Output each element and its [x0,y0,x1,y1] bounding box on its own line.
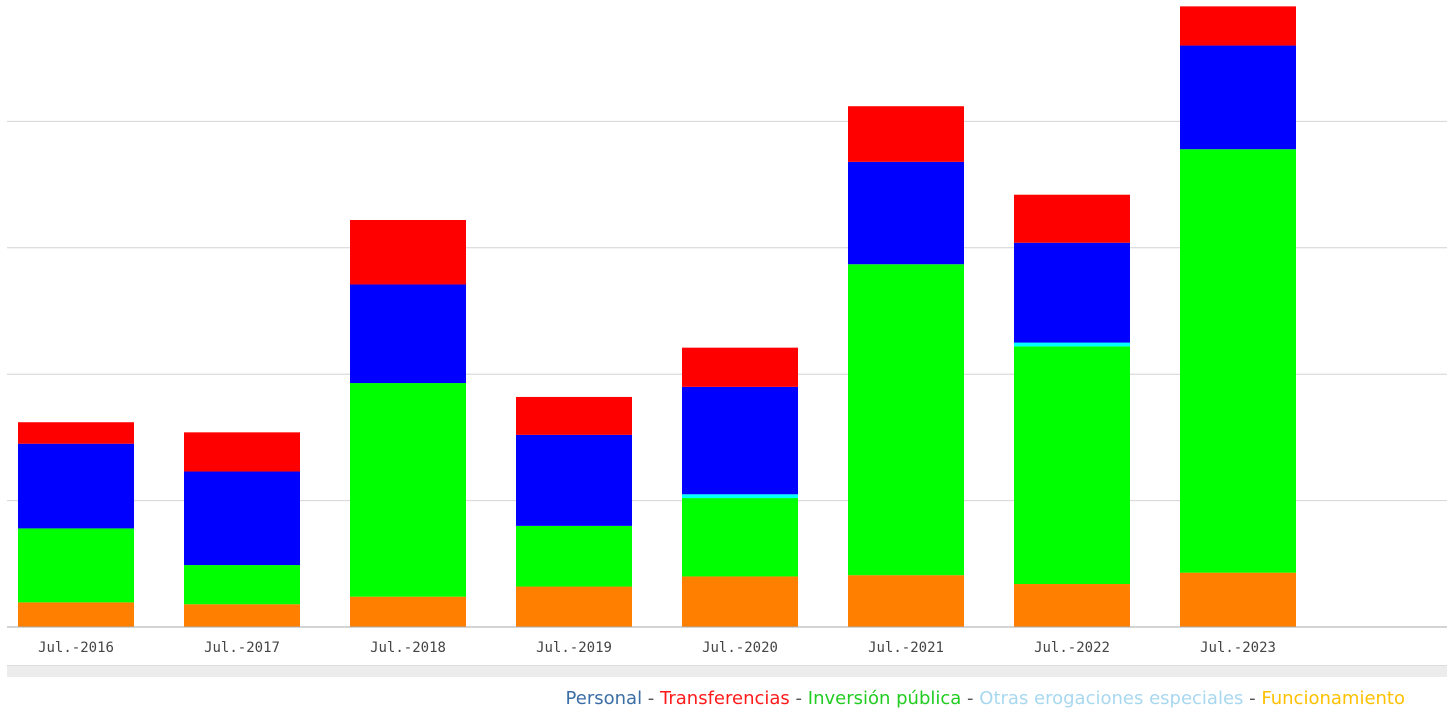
bar-segment-1-5[interactable] [848,264,964,576]
bar-segment-1-1[interactable] [184,565,300,605]
bar-segment-0-1[interactable] [184,604,300,627]
bar-segment-4-2[interactable] [350,219,466,285]
x-tick-label: Jul.-2022 [1034,640,1110,656]
bar-segment-0-4[interactable] [682,576,798,627]
bar-segment-3-7[interactable] [1180,45,1296,150]
legend-item[interactable]: Transferencias [660,688,790,709]
chart-area: Jul.-2016 Jul.-2017 Jul.-2018 Jul.-2019 Jul.… [7,6,1447,656]
bar-segment-3-3[interactable] [516,434,632,526]
x-tick-label: Jul.-2023 [1200,640,1276,656]
bar-segment-0-3[interactable] [516,586,632,627]
bar-segment-3-2[interactable] [350,284,466,384]
bar-segment-4-3[interactable] [516,396,632,435]
legend-item[interactable]: Inversión pública [807,688,962,709]
bar-segment-4-0[interactable] [18,422,134,444]
bar-segment-4-6[interactable] [1014,194,1130,243]
legend-separator: - [1243,688,1262,709]
bars [18,6,1296,627]
bar-segment-1-6[interactable] [1014,346,1130,585]
x-tick-label: Jul.-2018 [370,640,446,656]
legend-separator: - [642,688,661,709]
legend-item[interactable]: Funcionamiento [1261,688,1405,709]
legend-item[interactable]: Personal [565,688,643,709]
x-tick-label: Jul.-2017 [204,640,280,656]
x-tick-label: Jul.-2019 [536,640,612,656]
bar-segment-4-1[interactable] [184,432,300,472]
bar-segment-1-2[interactable] [350,383,466,597]
x-tick-label: Jul.-2021 [868,640,944,656]
legend-separator: - [961,688,980,709]
x-tick-label: Jul.-2020 [702,640,778,656]
horizontal-scrollbar[interactable] [7,665,1447,677]
bar-segment-4-5[interactable] [848,106,964,162]
bar-segment-0-0[interactable] [18,602,134,627]
bar-segment-1-4[interactable] [682,498,798,577]
bar-segment-0-5[interactable] [848,575,964,627]
x-tick-labels: Jul.-2016 Jul.-2017 Jul.-2018 Jul.-2019 Jul.… [38,640,1276,656]
bar-segment-4-4[interactable] [682,347,798,387]
bar-segment-3-0[interactable] [18,443,134,529]
bar-segment-0-7[interactable] [1180,572,1296,627]
bar-segment-3-1[interactable] [184,471,300,566]
x-tick-label: Jul.-2016 [38,640,114,656]
bar-segment-2-6[interactable] [1014,342,1130,347]
bar-segment-2-4[interactable] [682,494,798,499]
bar-segment-4-7[interactable] [1180,6,1296,46]
bar-segment-3-4[interactable] [682,386,798,495]
legend-item[interactable]: Otras erogaciones especiales [979,688,1244,709]
bar-segment-3-6[interactable] [1014,242,1130,343]
bar-segment-3-5[interactable] [848,161,964,265]
bar-segment-1-0[interactable] [18,528,134,603]
bar-segment-0-2[interactable] [350,596,466,627]
stacked-bar-chart: Jul.-2016 Jul.-2017 Jul.-2018 Jul.-2019 Jul.… [7,6,1447,656]
bar-segment-1-7[interactable] [1180,149,1296,573]
legend: Personal - Transferencias - Inversión pú… [566,688,1405,709]
bar-segment-0-6[interactable] [1014,584,1130,627]
bar-segment-1-3[interactable] [516,525,632,587]
legend-separator: - [789,688,808,709]
